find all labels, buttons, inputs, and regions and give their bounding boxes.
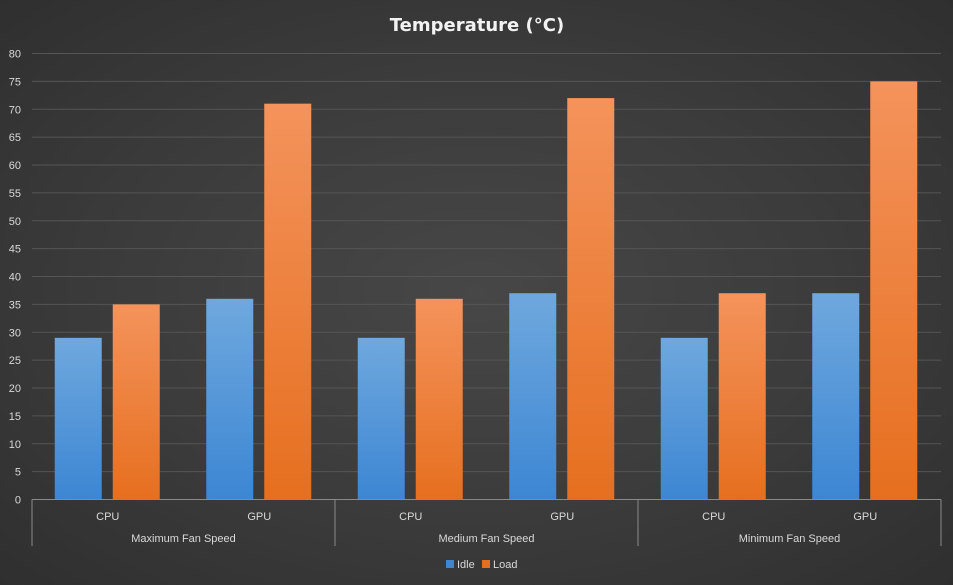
bar-idle	[357, 337, 405, 500]
y-tick-label: 25	[9, 355, 21, 367]
legend-swatch-idle	[446, 560, 454, 568]
y-tick-label: 45	[9, 244, 21, 256]
x-category-label: GPU	[853, 511, 877, 523]
bars	[54, 81, 918, 500]
x-category-label: GPU	[247, 511, 271, 523]
bar-load	[870, 81, 918, 500]
bar-idle	[509, 293, 557, 500]
y-tick-label: 15	[9, 411, 21, 423]
y-tick-label: 75	[9, 76, 21, 88]
y-tick-label: 50	[9, 216, 21, 228]
legend: Idle Load	[446, 559, 517, 571]
bar-load	[112, 304, 160, 500]
legend-label-load: Load	[493, 559, 517, 571]
y-tick-label: 80	[9, 49, 21, 61]
legend-label-idle: Idle	[457, 559, 475, 571]
x-category-label: CPU	[96, 511, 119, 523]
y-tick-label: 65	[9, 132, 21, 144]
x-category-label: GPU	[550, 511, 574, 523]
bar-idle	[812, 293, 860, 500]
bar-idle	[206, 298, 254, 500]
bar-load	[567, 98, 615, 500]
x-group-label: Medium Fan Speed	[439, 533, 535, 545]
y-tick-label: 10	[9, 439, 21, 451]
bar-idle	[660, 337, 708, 500]
gridlines	[32, 53, 941, 473]
legend-swatch-load	[482, 560, 490, 568]
bar-load	[415, 298, 463, 500]
x-category-label: CPU	[702, 511, 725, 523]
y-tick-label: 40	[9, 272, 21, 284]
x-category-label: CPU	[399, 511, 422, 523]
y-tick-label: 5	[15, 467, 21, 479]
bar-load	[264, 103, 312, 500]
y-tick-label: 0	[15, 495, 21, 507]
y-tick-label: 70	[9, 104, 21, 116]
y-axis: 0 5 10 15 20 25 30 35 40 45 50 55 60 65 70 75 80	[9, 49, 21, 507]
x-group-label: Maximum Fan Speed	[131, 533, 236, 545]
y-tick-label: 60	[9, 160, 21, 172]
y-tick-label: 55	[9, 188, 21, 200]
y-tick-label: 35	[9, 299, 21, 311]
y-tick-label: 20	[9, 383, 21, 395]
y-tick-label: 30	[9, 327, 21, 339]
bar-idle	[54, 337, 102, 500]
x-axis: CPU GPU Maximum Fan Speed CPU GPU Medium Fan …	[31, 499, 942, 546]
bar-load	[718, 293, 766, 500]
chart-title: Temperature (°C)	[390, 15, 564, 36]
x-group-label: Minimum Fan Speed	[739, 533, 841, 545]
